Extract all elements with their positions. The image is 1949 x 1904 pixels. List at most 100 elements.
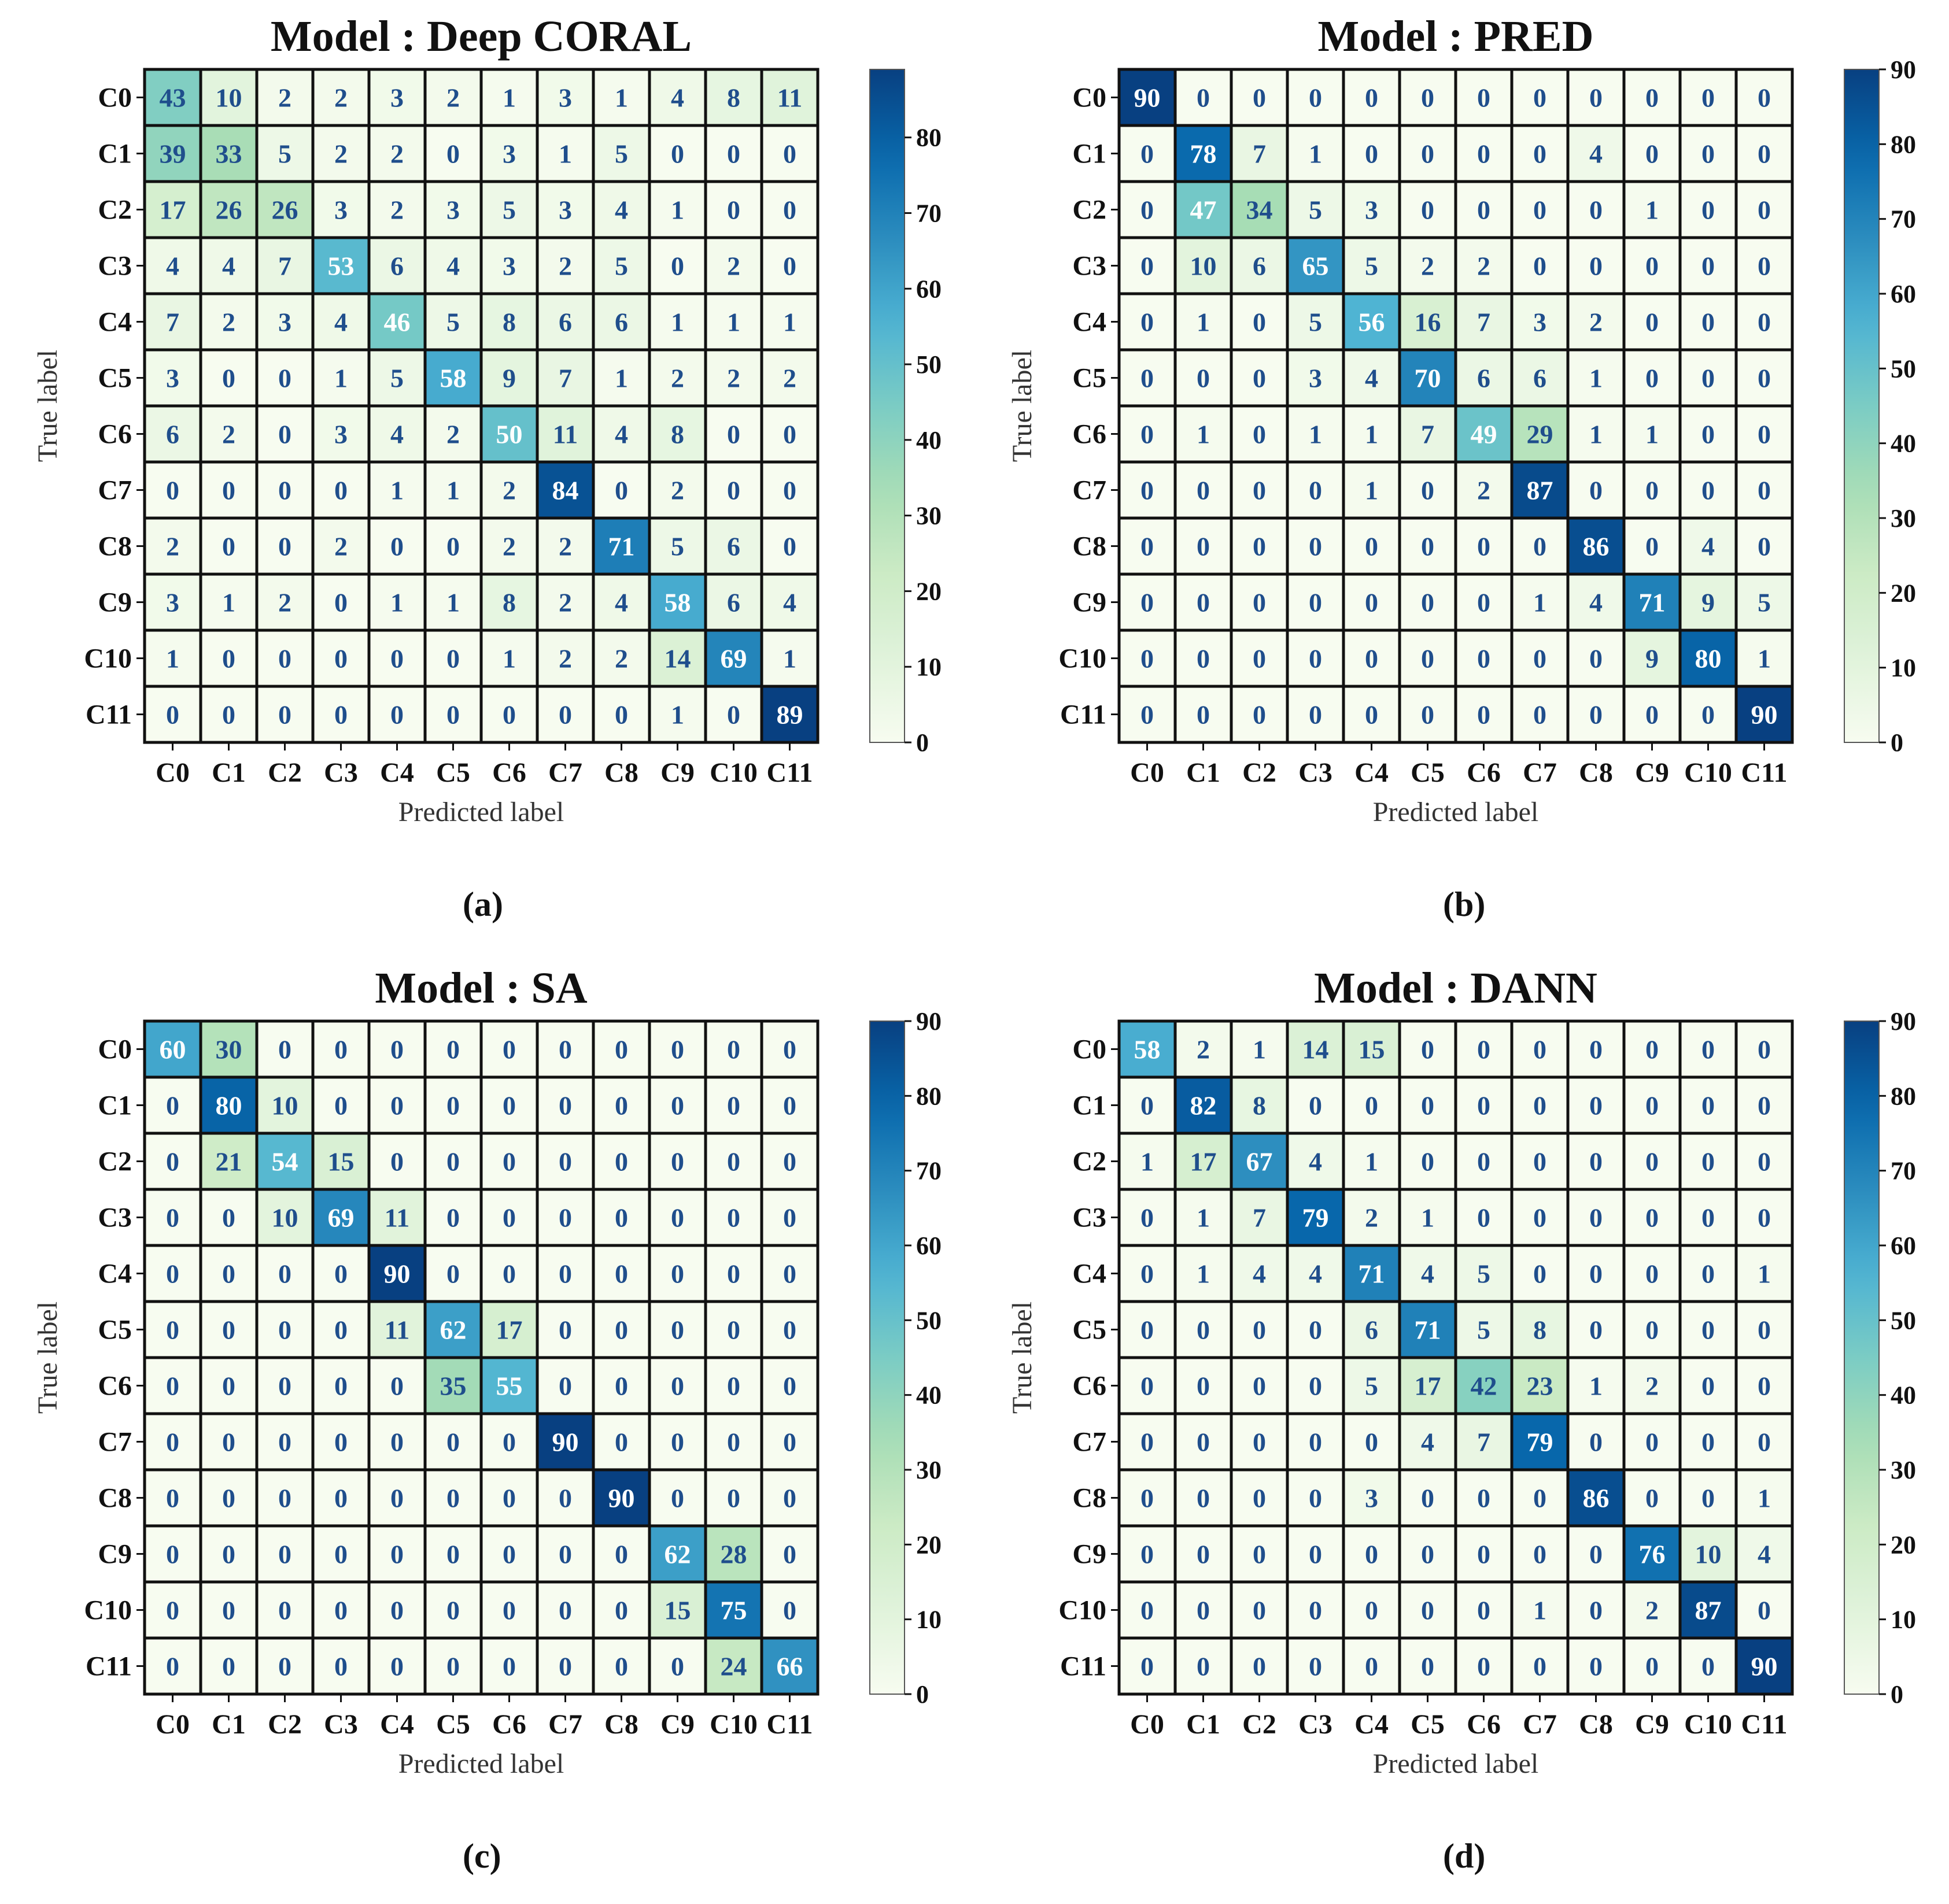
panel-a: Model : Deep CORAL 43 10 2 2 3 2 1 3 1 4 8 11 39 33 5 2 2… bbox=[0, 0, 974, 952]
cell-value: 2 bbox=[559, 588, 572, 618]
heatmap-cell: 55 bbox=[479, 1356, 539, 1415]
heatmap-cell: 0 bbox=[648, 1244, 707, 1303]
cell-rect bbox=[1117, 460, 1177, 520]
x-tick-label: C3 bbox=[324, 757, 358, 788]
heatmap-cell: 2 bbox=[479, 460, 539, 520]
y-tick-label: C5 bbox=[1072, 363, 1106, 394]
cell-value: 0 bbox=[1589, 1428, 1603, 1457]
cell-value: 5 bbox=[615, 139, 628, 169]
heatmap-cell: 1 bbox=[1342, 1132, 1401, 1191]
heatmap-cell: 0 bbox=[423, 1580, 483, 1640]
cell-value: 0 bbox=[1477, 1091, 1490, 1121]
cell-value: 0 bbox=[1197, 644, 1210, 674]
y-tick-label: C6 bbox=[98, 1371, 132, 1402]
heatmap-cell: 1 bbox=[648, 685, 707, 744]
cell-value: 4 bbox=[390, 420, 404, 449]
heatmap-cell: 2 bbox=[367, 124, 427, 183]
heatmap-cell: 1 bbox=[1734, 1468, 1794, 1528]
cell-value: 33 bbox=[216, 139, 242, 169]
heatmap-cell: 2 bbox=[367, 180, 427, 239]
x-tick-label: C2 bbox=[1242, 757, 1276, 788]
heatmap-cell: 0 bbox=[1117, 460, 1177, 520]
heatmap-cell: 70 bbox=[1398, 348, 1457, 408]
cell-value: 0 bbox=[783, 1203, 796, 1233]
cell-rect bbox=[199, 292, 259, 352]
cell-value: 0 bbox=[671, 1315, 684, 1345]
cell-rect bbox=[1342, 628, 1401, 688]
heatmap-cell: 1 bbox=[1342, 460, 1401, 520]
cell-rect bbox=[760, 572, 820, 632]
cell-value: 0 bbox=[559, 1596, 572, 1625]
heatmap-cell: 0 bbox=[1566, 68, 1626, 127]
cell-value: 0 bbox=[615, 700, 628, 730]
x-tick-label: C10 bbox=[710, 757, 758, 788]
heatmap-cell: 0 bbox=[255, 1468, 315, 1528]
heatmap-cell: 0 bbox=[255, 1412, 315, 1472]
heatmap-cell: 11 bbox=[760, 68, 820, 127]
cell-value: 3 bbox=[1365, 195, 1378, 225]
heatmap-cell: 0 bbox=[1734, 348, 1794, 408]
heatmap-cell: 80 bbox=[199, 1075, 259, 1135]
cell-rect bbox=[1398, 1132, 1457, 1191]
cell-rect bbox=[1398, 1188, 1457, 1247]
colorbar-tick-label: 20 bbox=[1891, 1530, 1916, 1559]
cell-value: 0 bbox=[1758, 1596, 1771, 1625]
cell-value: 0 bbox=[166, 1652, 179, 1681]
heatmap-cell: 0 bbox=[1734, 1580, 1794, 1640]
heatmap-cell: 0 bbox=[255, 404, 315, 464]
cell-value: 5 bbox=[671, 532, 684, 561]
cell-value: 0 bbox=[390, 1147, 404, 1177]
cell-rect bbox=[1734, 1468, 1794, 1528]
heatmap-cell: 0 bbox=[143, 1468, 202, 1528]
cell-value: 0 bbox=[783, 1035, 796, 1064]
heatmap-cell: 90 bbox=[367, 1244, 427, 1303]
heatmap-cell: 2 bbox=[1622, 1580, 1682, 1640]
cell-rect bbox=[592, 348, 651, 408]
cell-rect bbox=[1286, 1356, 1345, 1415]
x-tick-label: C8 bbox=[1579, 757, 1613, 788]
y-tick-label: C11 bbox=[1060, 1651, 1106, 1682]
cell-value: 0 bbox=[1589, 1259, 1603, 1289]
heatmap-cell: 1 bbox=[1566, 404, 1626, 464]
y-tick-label: C11 bbox=[86, 1651, 132, 1682]
cell-value: 0 bbox=[1645, 252, 1659, 281]
cell-rect bbox=[1117, 348, 1177, 408]
heatmap-cell: 6 bbox=[704, 516, 763, 576]
cell-value: 1 bbox=[1533, 588, 1546, 618]
heatmap-cell: 0 bbox=[1230, 1636, 1289, 1696]
cell-value: 0 bbox=[559, 1147, 572, 1177]
heatmap-cell: 0 bbox=[479, 1524, 539, 1584]
cell-value: 3 bbox=[334, 195, 348, 225]
colorbar-tick-label: 80 bbox=[916, 124, 942, 152]
cell-value: 0 bbox=[1701, 1259, 1715, 1289]
cell-value: 0 bbox=[727, 1035, 740, 1064]
cell-rect bbox=[1510, 404, 1570, 464]
heatmap-cell: 0 bbox=[1117, 180, 1177, 239]
cell-rect bbox=[1454, 1356, 1514, 1415]
heatmap-cell: 0 bbox=[1734, 236, 1794, 295]
cell-value: 4 bbox=[1589, 588, 1603, 618]
heatmap-cell: 1 bbox=[1734, 628, 1794, 688]
cell-value: 0 bbox=[222, 644, 235, 674]
cell-value: 0 bbox=[783, 1540, 796, 1569]
cell-value: 0 bbox=[615, 1596, 628, 1625]
cell-value: 0 bbox=[446, 1259, 460, 1289]
x-tick-label: C9 bbox=[1635, 757, 1669, 788]
cell-rect bbox=[1510, 1412, 1570, 1472]
heatmap-cell: 0 bbox=[1398, 180, 1457, 239]
cell-value: 0 bbox=[559, 1035, 572, 1064]
cell-value: 0 bbox=[1365, 139, 1378, 169]
cell-rect bbox=[760, 124, 820, 183]
cell-value: 8 bbox=[503, 588, 516, 618]
cell-value: 5 bbox=[1309, 195, 1322, 225]
heatmap-cell: 8 bbox=[1230, 1075, 1289, 1135]
heatmap-cell: 0 bbox=[1734, 1356, 1794, 1415]
heatmap-cell: 0 bbox=[423, 1468, 483, 1528]
heatmap-cell: 0 bbox=[536, 1636, 595, 1696]
colorbar-tick-label: 90 bbox=[916, 1007, 942, 1036]
heatmap-cell: 90 bbox=[536, 1412, 595, 1472]
y-tick-label: C10 bbox=[1058, 644, 1106, 674]
cell-rect bbox=[760, 460, 820, 520]
cell-value: 0 bbox=[1421, 1035, 1434, 1064]
